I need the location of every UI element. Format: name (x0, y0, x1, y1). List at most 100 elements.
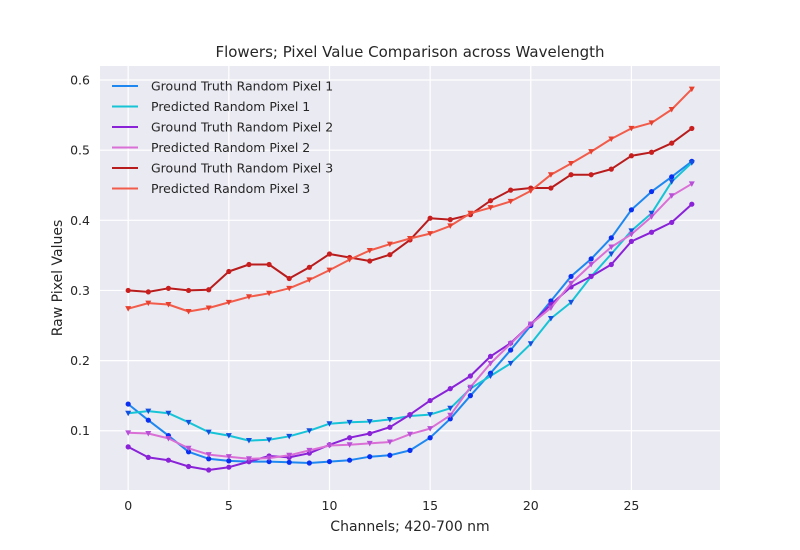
data-point (407, 411, 413, 418)
data-point (447, 386, 453, 392)
data-point (225, 433, 232, 439)
data-point (165, 410, 172, 417)
data-point (347, 435, 353, 441)
y-tick-label: 0.3 (70, 283, 90, 298)
data-point (487, 198, 494, 204)
data-point (226, 464, 232, 470)
data-point (688, 86, 695, 93)
data-point (507, 341, 514, 347)
data-point (648, 188, 655, 195)
data-point (668, 193, 675, 199)
data-point (508, 347, 514, 353)
x-tick-label: 10 (322, 498, 338, 513)
y-tick-label: 0.6 (70, 73, 90, 88)
data-point (125, 444, 131, 450)
legend-label: Predicted Random Pixel 1 (151, 99, 310, 114)
data-point (427, 435, 433, 441)
data-point (588, 273, 594, 280)
data-point (568, 172, 574, 178)
data-point (608, 166, 614, 172)
data-point (507, 198, 514, 205)
data-point (245, 294, 252, 300)
data-point (366, 247, 373, 254)
data-point (588, 172, 594, 178)
y-tick-label: 0.4 (70, 213, 90, 228)
data-point (185, 449, 192, 455)
y-tick-label: 0.5 (70, 143, 90, 158)
x-tick-label: 15 (422, 498, 438, 513)
data-point (165, 301, 172, 308)
data-point (306, 264, 312, 270)
series-layer (125, 86, 695, 473)
data-point (346, 419, 353, 426)
data-point (447, 217, 453, 223)
data-point (326, 267, 333, 274)
data-point (568, 280, 575, 287)
data-point (407, 431, 413, 438)
data-point (286, 433, 293, 440)
data-point (628, 231, 635, 238)
data-point (547, 305, 554, 311)
data-point (346, 257, 353, 263)
data-point (366, 419, 373, 425)
data-point (628, 207, 635, 213)
data-point (487, 360, 494, 367)
data-point (185, 308, 192, 315)
data-point (205, 429, 212, 436)
data-point (568, 273, 574, 280)
x-tick-label: 0 (124, 498, 132, 513)
data-point (588, 256, 594, 262)
data-point (366, 440, 373, 447)
data-point (648, 120, 655, 126)
data-point (387, 252, 393, 258)
data-point (246, 261, 252, 268)
x-tick-label: 20 (523, 498, 539, 513)
data-point (688, 160, 695, 166)
data-point (125, 410, 132, 417)
data-point (407, 447, 413, 453)
data-point (527, 188, 534, 194)
data-point (648, 149, 655, 155)
data-point (266, 455, 273, 462)
data-point (628, 153, 635, 159)
data-point (306, 277, 313, 283)
data-point (185, 287, 192, 294)
data-point (669, 174, 675, 180)
legend-label: Ground Truth Random Pixel 2 (151, 120, 333, 135)
data-point (225, 299, 232, 306)
data-point (628, 238, 635, 244)
data-point (427, 231, 434, 237)
data-point (447, 412, 454, 419)
data-point (145, 431, 152, 437)
x-tick-label: 5 (225, 498, 233, 513)
data-point (286, 452, 293, 459)
data-point (386, 417, 393, 423)
data-point (427, 412, 434, 418)
data-point (447, 405, 454, 412)
data-point (347, 457, 353, 463)
y-tick-label: 0.1 (70, 423, 90, 438)
data-point (326, 458, 333, 465)
legend-label: Predicted Random Pixel 2 (151, 140, 310, 155)
data-point (206, 456, 212, 462)
data-point (206, 467, 212, 473)
series-1 (125, 158, 695, 466)
data-point (165, 435, 172, 442)
data-point (387, 452, 393, 458)
data-point (608, 251, 615, 257)
data-point (608, 244, 615, 250)
data-point (266, 437, 273, 443)
data-point (628, 228, 635, 234)
x-tick-label: 25 (623, 498, 639, 513)
legend-label: Ground Truth Random Pixel 1 (151, 79, 333, 94)
data-point (205, 305, 212, 311)
data-point (145, 417, 151, 423)
data-point (185, 463, 192, 470)
data-point (427, 397, 433, 404)
data-point (487, 353, 494, 359)
data-point (367, 430, 373, 437)
data-point (527, 321, 534, 328)
data-point (648, 229, 655, 235)
data-point (125, 306, 132, 312)
